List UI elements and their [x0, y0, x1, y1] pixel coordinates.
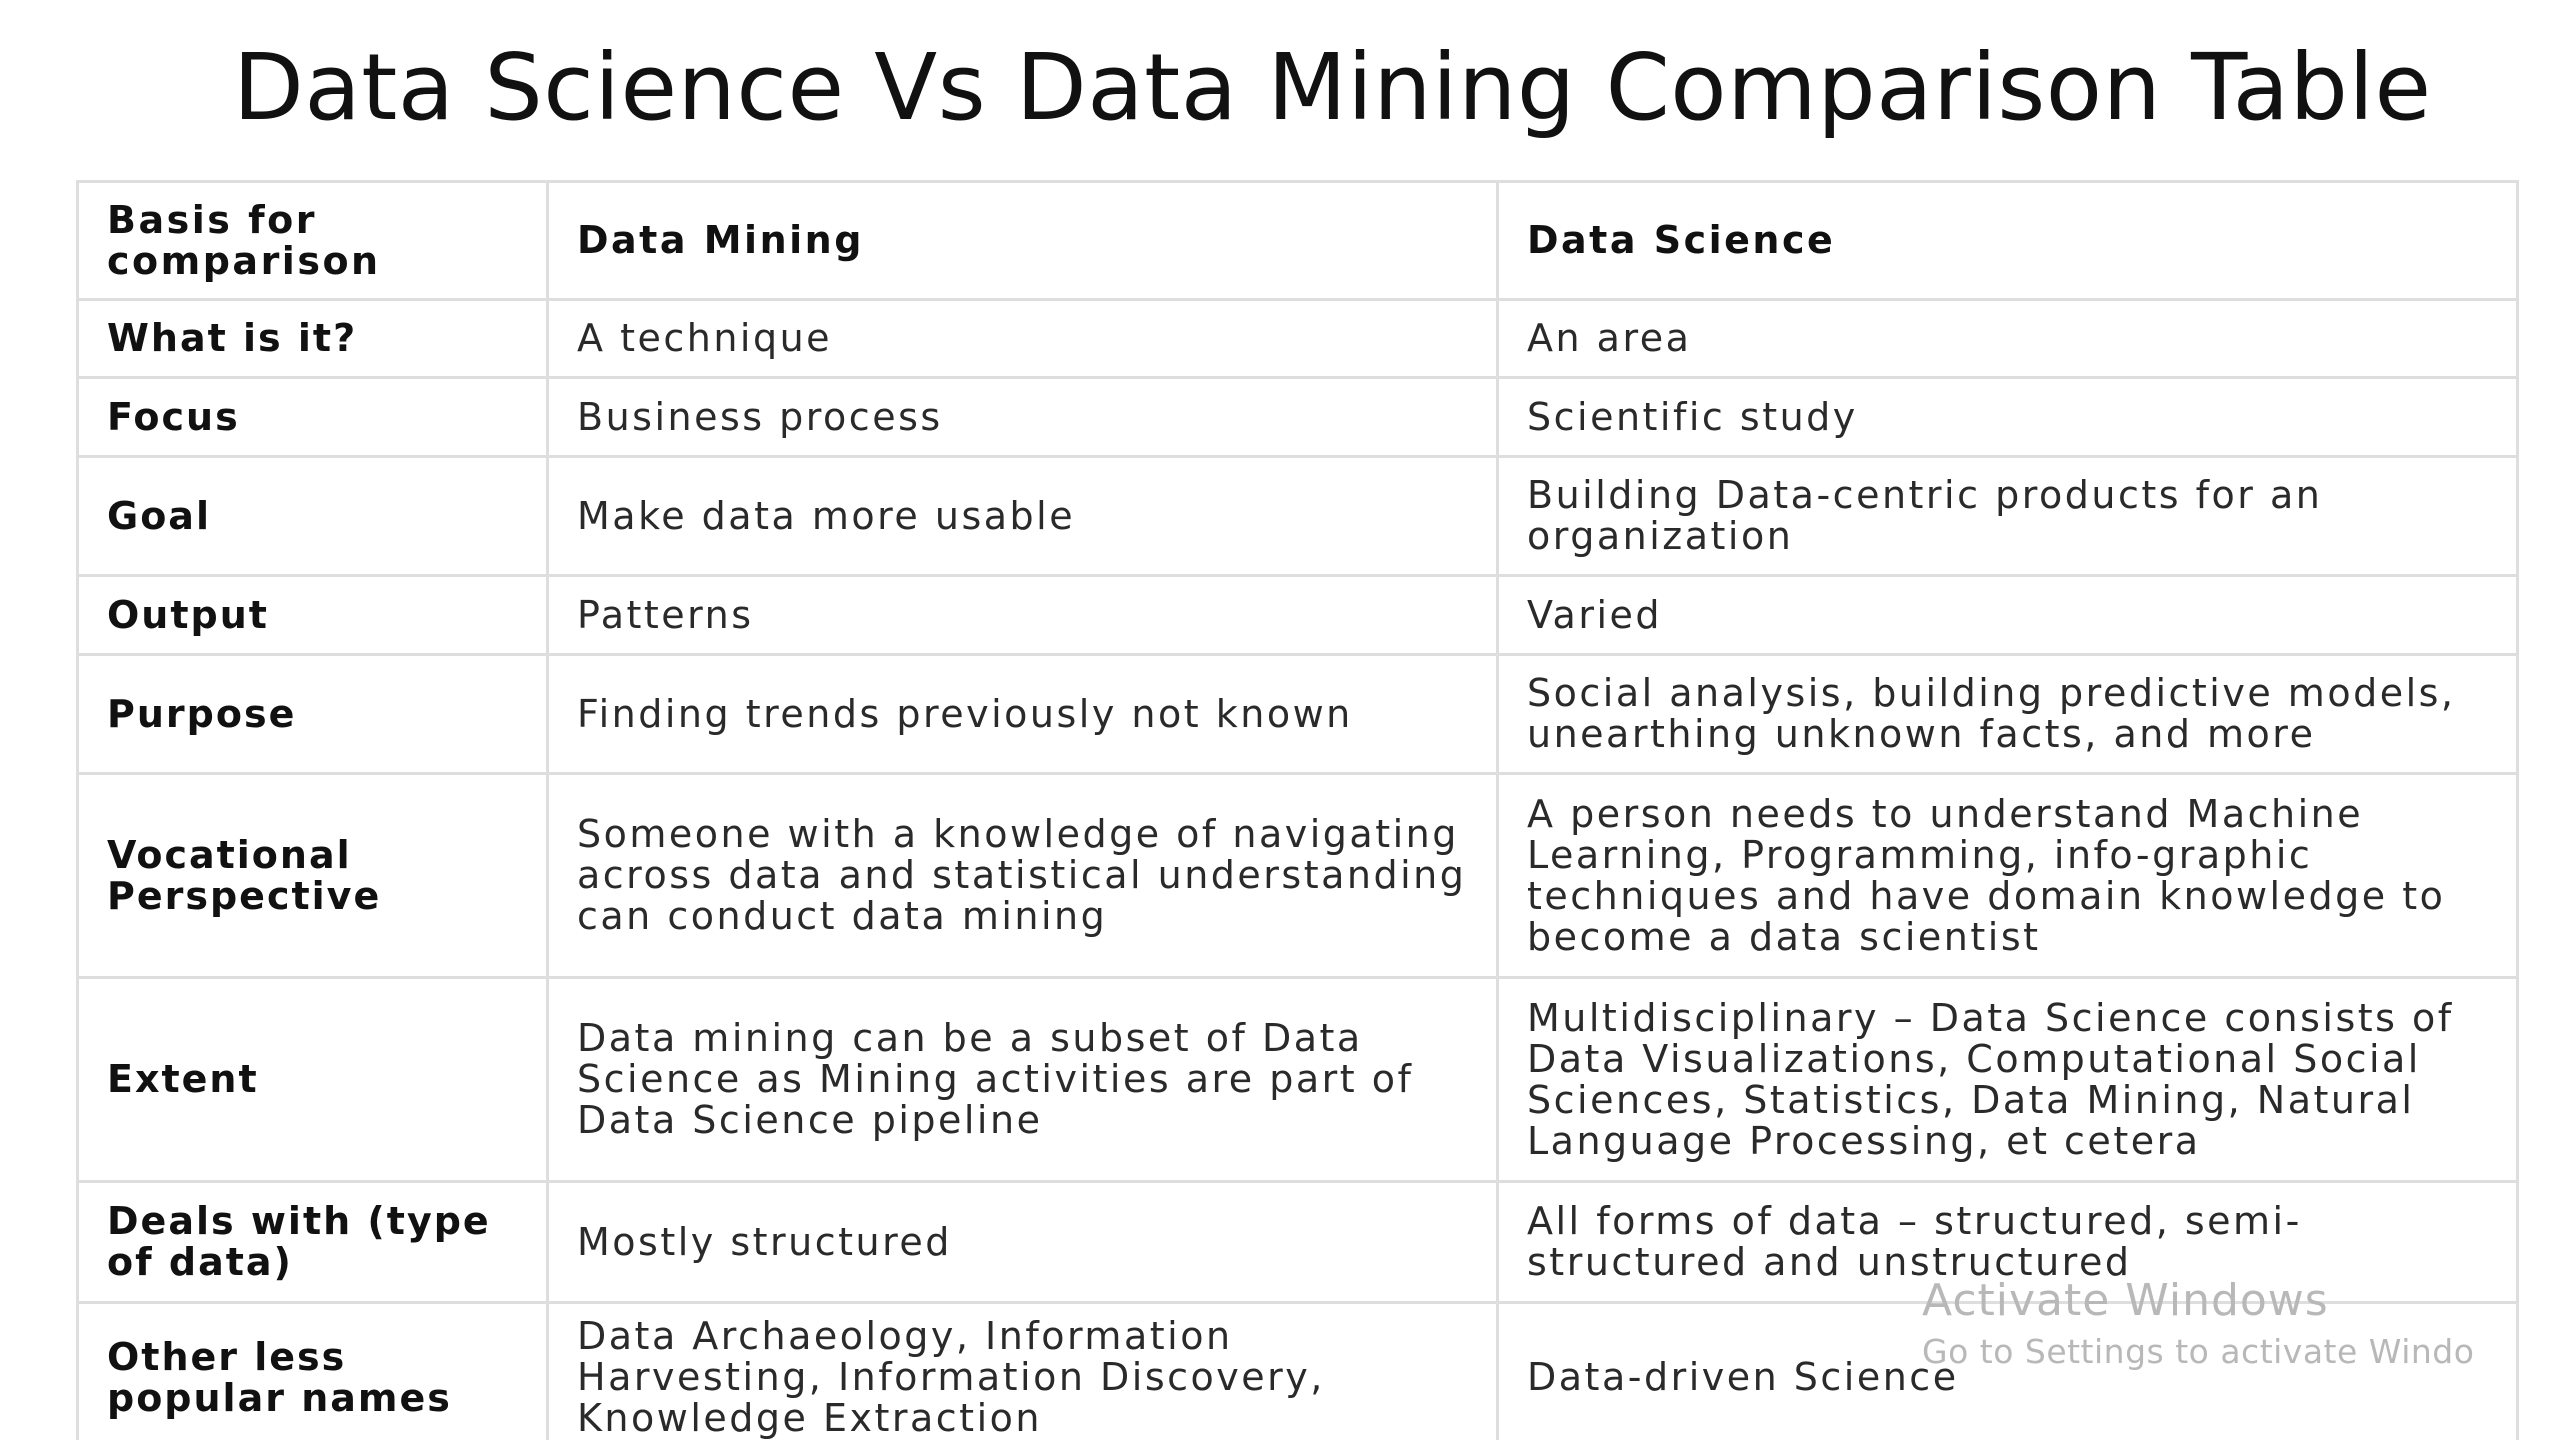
slide-title: Data Science Vs Data Mining Comparison T… [233, 34, 2432, 141]
row-label: Output [76, 574, 549, 656]
comparison-table: Basis for comparison Data Mining Data Sc… [76, 180, 2519, 1440]
row-label: Deals with (type of data) [76, 1180, 549, 1304]
row-label: Extent [76, 976, 549, 1183]
row-label: Other less popular names [76, 1301, 549, 1440]
data-science-cell: Multidisciplinary – Data Science consist… [1496, 976, 2519, 1183]
header-data-mining: Data Mining [546, 180, 1499, 301]
table-row: What is it? A technique An area [76, 298, 2519, 379]
header-data-science: Data Science [1496, 180, 2519, 301]
table-row: Other less popular names Data Archaeolog… [76, 1301, 2519, 1440]
data-science-cell: Building Data-centric products for an or… [1496, 455, 2519, 577]
data-mining-cell: Make data more usable [546, 455, 1499, 577]
data-mining-cell: Data Archaeology, Information Harvesting… [546, 1301, 1499, 1440]
data-mining-cell: A technique [546, 298, 1499, 379]
row-label: What is it? [76, 298, 549, 379]
row-label: Goal [76, 455, 549, 577]
table-header-row: Basis for comparison Data Mining Data Sc… [76, 180, 2519, 301]
table-row: Extent Data mining can be a subset of Da… [76, 976, 2519, 1183]
data-science-cell: Social analysis, building predictive mod… [1496, 653, 2519, 775]
data-science-cell: An area [1496, 298, 2519, 379]
table-row: Output Patterns Varied [76, 574, 2519, 656]
header-basis: Basis for comparison [76, 180, 549, 301]
data-mining-cell: Business process [546, 376, 1499, 458]
row-label: Vocational Perspective [76, 772, 549, 979]
table-row: Deals with (type of data) Mostly structu… [76, 1180, 2519, 1304]
data-mining-cell: Patterns [546, 574, 1499, 656]
data-science-cell: A person needs to understand Machine Lea… [1496, 772, 2519, 979]
row-label: Focus [76, 376, 549, 458]
row-label: Purpose [76, 653, 549, 775]
comparison-table-container: Basis for comparison Data Mining Data Sc… [76, 180, 2560, 1440]
data-mining-cell: Data mining can be a subset of Data Scie… [546, 976, 1499, 1183]
table-row: Purpose Finding trends previously not kn… [76, 653, 2519, 775]
data-mining-cell: Someone with a knowledge of navigating a… [546, 772, 1499, 979]
table-row: Focus Business process Scientific study [76, 376, 2519, 458]
data-mining-cell: Mostly structured [546, 1180, 1499, 1304]
table-row: Goal Make data more usable Building Data… [76, 455, 2519, 577]
data-science-cell: Varied [1496, 574, 2519, 656]
data-science-cell: All forms of data – structured, semi-str… [1496, 1180, 2519, 1304]
data-science-cell: Scientific study [1496, 376, 2519, 458]
data-science-cell: Data-driven Science [1496, 1301, 2519, 1440]
table-row: Vocational Perspective Someone with a kn… [76, 772, 2519, 979]
data-mining-cell: Finding trends previously not known [546, 653, 1499, 775]
